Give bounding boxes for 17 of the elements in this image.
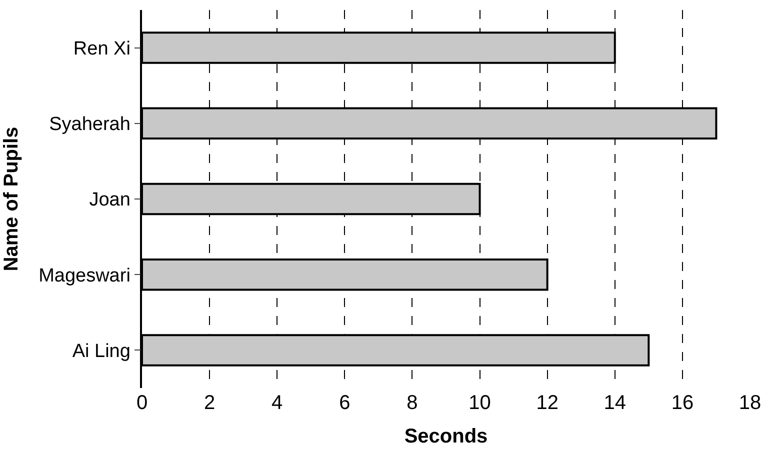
y-tick-label: Joan: [89, 190, 130, 211]
x-tick-label: 12: [536, 392, 558, 414]
y-tick-label: Ren Xi: [73, 38, 130, 60]
x-tick-label: 4: [272, 392, 283, 414]
x-tick-label: 18: [738, 392, 762, 414]
x-tick-label: 8: [406, 392, 418, 414]
x-tick-label: 10: [468, 392, 491, 414]
x-tick-label: 0: [136, 392, 148, 414]
y-axis-title: Name of Pupils: [0, 126, 23, 272]
x-tick-label: 16: [671, 392, 694, 414]
y-tick-label: Mageswari: [38, 265, 130, 286]
x-tick-label: 2: [204, 392, 216, 414]
x-axis-title: Seconds: [404, 426, 488, 448]
x-tick-label: 6: [339, 392, 350, 414]
y-tick-label: Syaherah: [49, 114, 130, 136]
y-tick-label: Ai Ling: [72, 340, 130, 362]
x-tick-label: 14: [604, 392, 626, 414]
